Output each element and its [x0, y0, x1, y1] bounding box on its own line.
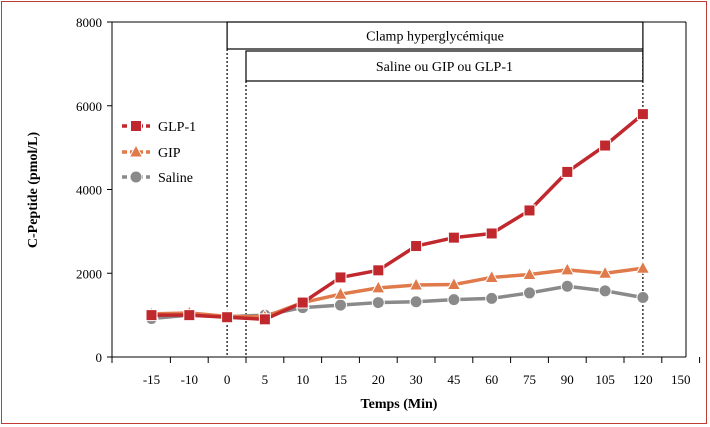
x-tick-label: 60 [485, 372, 498, 387]
data-point-gip [522, 266, 537, 281]
x-tick-label: 0 [224, 372, 231, 387]
data-point-saline [409, 295, 423, 309]
x-tick-label: 20 [372, 372, 385, 387]
data-point-saline [598, 284, 612, 298]
data-point-saline [485, 291, 499, 305]
x-tick-label: -10 [181, 372, 198, 387]
data-point-saline [371, 296, 385, 310]
data-point-glp-1 [599, 139, 612, 152]
x-tick-label: 45 [447, 372, 460, 387]
series-line-glp-1 [151, 112, 645, 322]
data-point-glp-1 [410, 240, 423, 253]
data-point-glp-1 [447, 231, 460, 244]
y-axis-label: C-Peptide (pmol/L) [26, 132, 41, 249]
legend-label-gip: GIP [158, 146, 181, 161]
data-point-glp-1 [145, 309, 158, 322]
data-point-glp-1 [183, 309, 196, 322]
annotation-bar [226, 21, 644, 50]
data-point-gip [370, 279, 386, 294]
annotation-label: Saline ou GIP ou GLP-1 [376, 60, 513, 75]
data-point-glp-1 [334, 271, 347, 284]
x-tick-label: 120 [633, 372, 653, 387]
data-point-saline [636, 291, 650, 305]
legend-marker-gip [128, 143, 144, 158]
data-point-gip [333, 286, 348, 300]
data-point-saline [523, 286, 536, 300]
y-tick-label: 6000 [76, 99, 102, 114]
data-point-saline [560, 279, 574, 293]
y-tick-label: 8000 [76, 15, 102, 30]
data-point-gip [446, 276, 462, 291]
data-point-gip [484, 269, 500, 283]
x-tick-label: 75 [523, 372, 536, 387]
series-line-gip [151, 266, 644, 319]
y-tick-label: 0 [96, 350, 103, 365]
data-point-gip [635, 260, 651, 274]
x-tick-label: 15 [334, 372, 347, 387]
x-axis-label: Temps (Min) [361, 397, 438, 412]
x-tick-label: 105 [595, 372, 615, 387]
data-point-gip [597, 265, 613, 279]
x-tick-label: 90 [561, 372, 574, 387]
data-point-saline [334, 298, 347, 312]
y-tick-label: 4000 [76, 183, 102, 198]
x-tick-label: 150 [671, 372, 691, 387]
x-tick-label: 10 [296, 372, 309, 387]
data-point-glp-1 [258, 313, 271, 326]
legend-marker-saline [129, 170, 143, 184]
data-point-saline [447, 293, 461, 307]
x-tick-label: -15 [143, 372, 160, 387]
legend-label-saline: Saline [158, 171, 193, 186]
data-point-glp-1 [561, 165, 574, 178]
x-tick-label: 30 [410, 372, 423, 387]
y-tick-label: 2000 [76, 266, 102, 281]
data-point-glp-1 [296, 296, 309, 309]
annotation-label: Clamp hyperglycémique [366, 30, 504, 45]
data-point-glp-1 [636, 108, 649, 121]
data-point-gip [559, 261, 575, 276]
data-point-gip [408, 276, 424, 291]
data-point-glp-1 [221, 311, 234, 324]
legend-marker-glp-1 [130, 120, 142, 132]
legend-label-glp-1: GLP-1 [158, 120, 196, 135]
data-point-glp-1 [523, 204, 536, 217]
x-tick-label: 5 [262, 372, 269, 387]
data-point-glp-1 [372, 264, 385, 277]
data-point-glp-1 [485, 227, 498, 240]
